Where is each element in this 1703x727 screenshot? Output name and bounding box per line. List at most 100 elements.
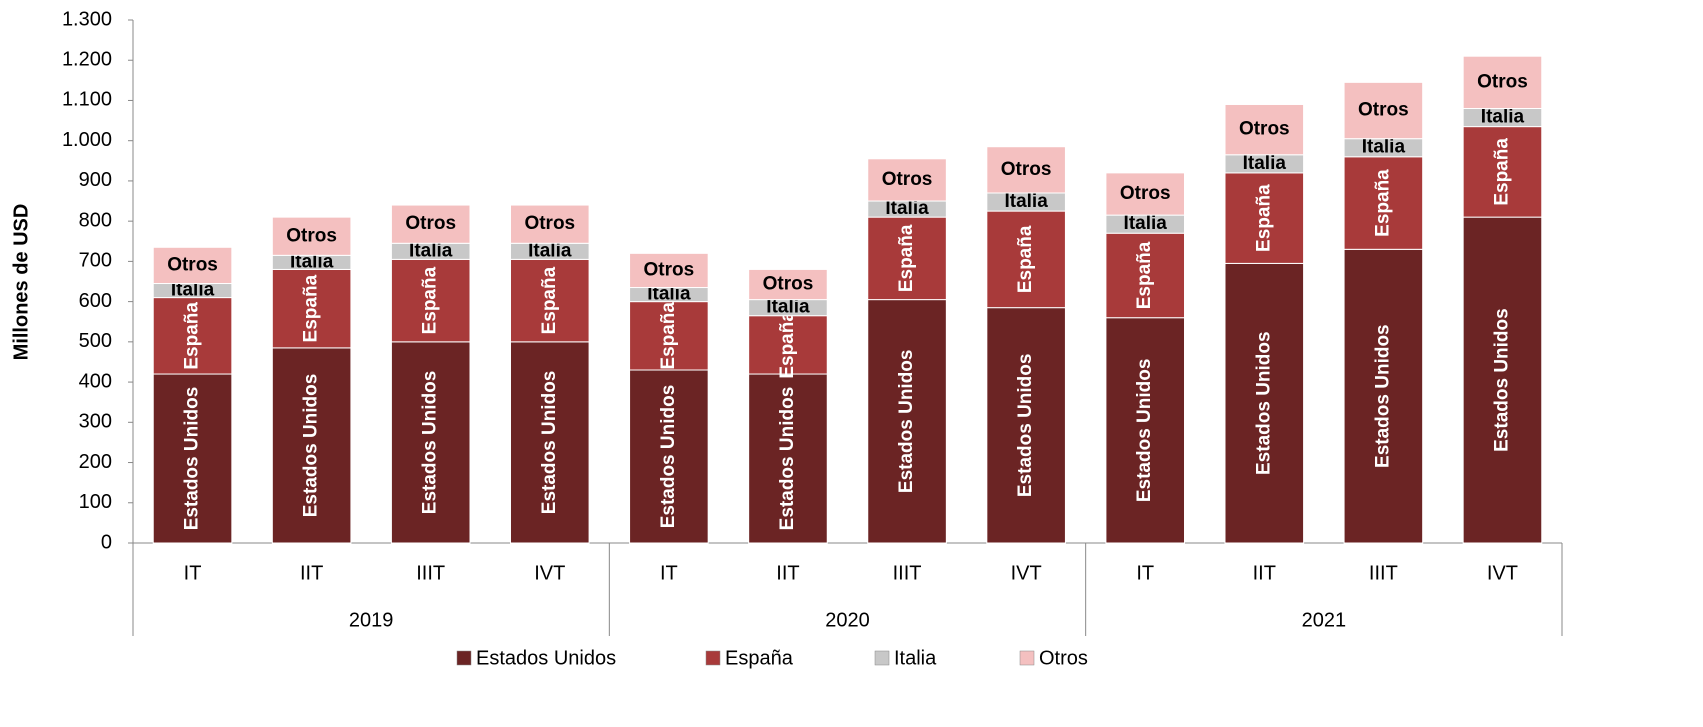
- segment-label: España: [1253, 184, 1274, 252]
- segment-label: Otros: [405, 213, 456, 234]
- bar-segment: [1224, 172, 1305, 264]
- segment-label: Estados Unidos: [658, 385, 679, 529]
- x-tick-label: IIIT: [893, 562, 922, 584]
- x-tick-label: IIIT: [416, 562, 445, 584]
- segment-label: España: [182, 302, 203, 370]
- segment-label: España: [658, 302, 679, 370]
- segment-label: España: [1015, 225, 1036, 293]
- y-tick-label: 100: [79, 491, 112, 513]
- legend-swatch: [456, 650, 472, 666]
- bar-segment: [1343, 81, 1424, 140]
- segment-label: España: [777, 311, 798, 379]
- y-tick-label: 0: [101, 531, 112, 553]
- y-axis-title: Millones de USD: [10, 204, 32, 361]
- y-tick-label: 1.000: [62, 129, 112, 151]
- bar-segment: [271, 347, 352, 544]
- x-tick-label: IIIT: [1369, 562, 1398, 584]
- bar-segment: [152, 246, 233, 285]
- segment-label: Italia: [1243, 153, 1287, 174]
- segment-label: Otros: [524, 213, 575, 234]
- segment-label: España: [1372, 169, 1393, 237]
- bar-segment: [152, 297, 233, 375]
- bar-segment: [867, 299, 947, 544]
- segment-label: Italia: [1481, 107, 1525, 128]
- segment-label: Italia: [171, 280, 215, 301]
- segment-label: Italia: [1004, 191, 1048, 212]
- legend-label: Otros: [1039, 647, 1088, 669]
- segment-label: Italia: [766, 297, 810, 318]
- y-tick-label: 600: [79, 290, 112, 312]
- bar-segment: [1462, 126, 1543, 218]
- segment-label: Otros: [882, 169, 933, 190]
- bar-segment: [509, 258, 590, 343]
- x-tick-label: IT: [1136, 562, 1154, 584]
- x-tick-label: IIT: [776, 562, 799, 584]
- segment-label: Otros: [1001, 159, 1052, 180]
- y-tick-label: 900: [79, 169, 112, 191]
- legend-label: Italia: [894, 647, 937, 669]
- segment-label: Estados Unidos: [1372, 324, 1393, 468]
- group-label: 2020: [825, 609, 870, 631]
- legend-swatch: [874, 650, 890, 666]
- bar-segment: [1224, 103, 1305, 156]
- legend-label: Estados Unidos: [476, 647, 616, 669]
- segment-label: Otros: [1358, 100, 1409, 121]
- segment-label: España: [420, 266, 441, 334]
- x-tick-label: IIT: [300, 562, 323, 584]
- y-tick-label: 1.100: [62, 89, 112, 111]
- bar-segment: [748, 373, 828, 544]
- segment-label: España: [896, 224, 917, 292]
- bar-segment: [629, 369, 709, 544]
- bar-segment: [748, 315, 828, 375]
- bar-segment: [1343, 156, 1424, 250]
- bar-segment: [629, 301, 709, 371]
- segment-label: Estados Unidos: [1253, 331, 1274, 475]
- group-label: 2021: [1302, 609, 1347, 631]
- segment-label: Italia: [1362, 137, 1406, 158]
- bar-segment: [1105, 172, 1186, 216]
- segment-label: Otros: [1239, 119, 1290, 140]
- legend-swatch: [705, 650, 721, 666]
- y-tick-label: 800: [79, 209, 112, 231]
- segment-label: Otros: [1477, 71, 1528, 92]
- segment-label: Estados Unidos: [182, 387, 203, 531]
- bar-segment: [152, 373, 233, 544]
- bar-segment: [509, 204, 590, 244]
- bar-segment: [1105, 232, 1186, 319]
- bar-segment: [867, 216, 947, 301]
- x-tick-label: IVT: [1487, 562, 1518, 584]
- bar-segment: [390, 341, 471, 544]
- segment-label: Estados Unidos: [1015, 354, 1036, 498]
- segment-label: Otros: [763, 274, 814, 295]
- segment-label: Estados Unidos: [539, 371, 560, 515]
- segment-label: Estados Unidos: [301, 374, 322, 518]
- x-tick-label: IVT: [534, 562, 565, 584]
- segment-label: España: [1134, 241, 1155, 309]
- segment-label: Italia: [1124, 213, 1168, 234]
- segment-label: Estados Unidos: [1491, 308, 1512, 452]
- group-label: 2019: [349, 609, 394, 631]
- bar-segment: [390, 204, 471, 244]
- x-tick-label: IT: [184, 562, 202, 584]
- bar-segment: [986, 307, 1066, 544]
- y-tick-label: 200: [79, 451, 112, 473]
- y-tick-label: 1.200: [62, 49, 112, 71]
- bar-segment: [629, 252, 709, 289]
- x-tick-label: IVT: [1011, 562, 1042, 584]
- y-tick-label: 500: [79, 330, 112, 352]
- bar-segment: [986, 210, 1066, 309]
- bar-segment: [1105, 317, 1186, 544]
- legend-label: España: [725, 647, 794, 669]
- segment-label: Otros: [167, 254, 218, 275]
- segment-label: Estados Unidos: [777, 387, 798, 531]
- bar-segment: [1462, 55, 1543, 110]
- segment-label: Otros: [644, 259, 695, 280]
- x-tick-label: IIT: [1253, 562, 1276, 584]
- segment-label: Estados Unidos: [1134, 359, 1155, 503]
- y-tick-label: 700: [79, 250, 112, 272]
- segment-label: Italia: [647, 284, 691, 305]
- segment-label: España: [1491, 138, 1512, 206]
- legend-swatch: [1019, 650, 1035, 666]
- segment-label: Italia: [409, 240, 453, 261]
